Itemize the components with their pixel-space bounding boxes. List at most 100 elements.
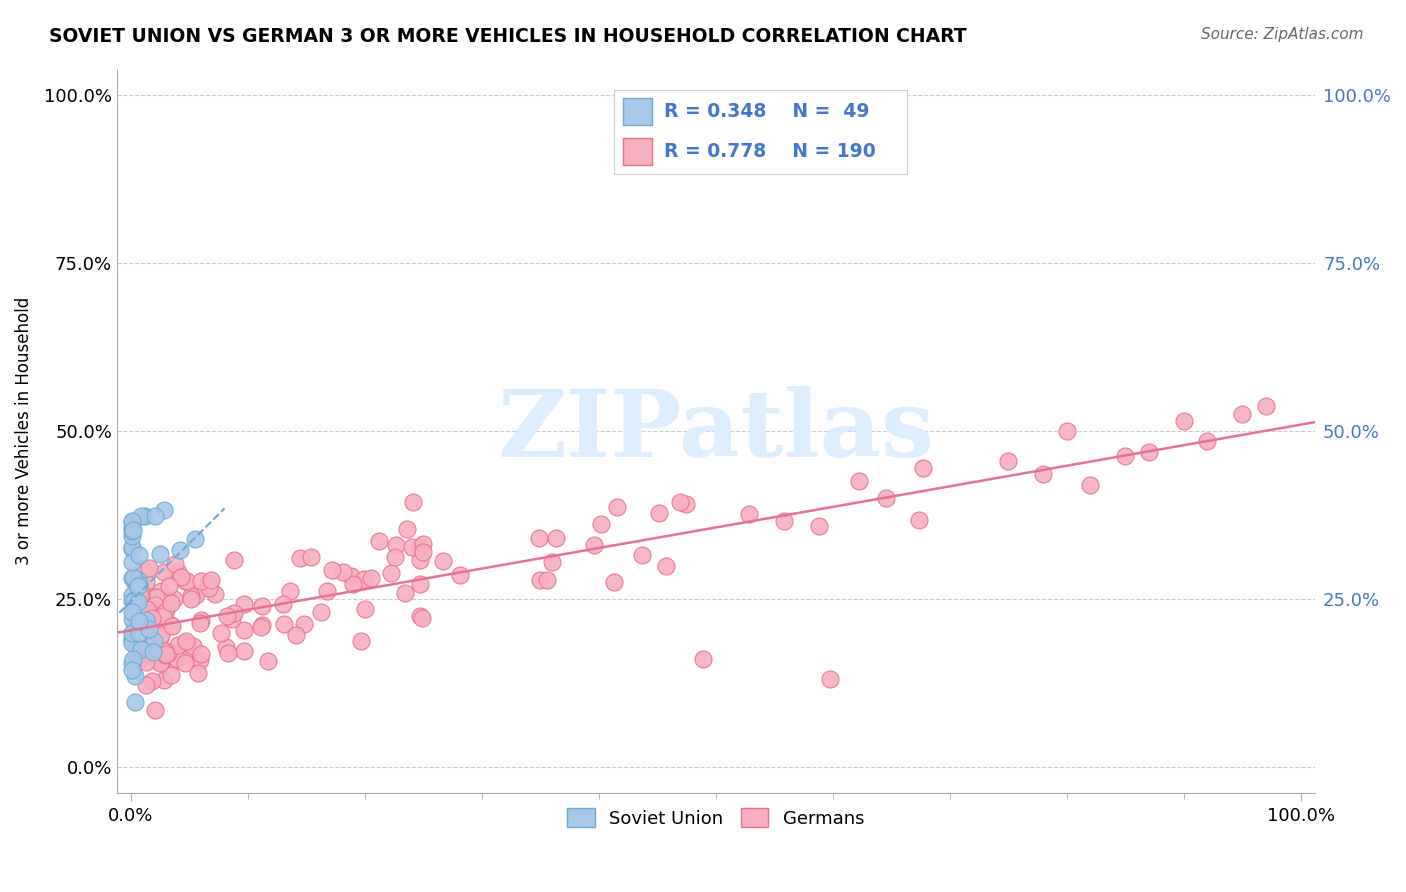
- Point: [250, 599, 273, 613]
- Point: [155, 606, 177, 620]
- Point: [121, 540, 143, 554]
- Point: [121, 524, 143, 539]
- Point: [655, 559, 678, 574]
- Point: [536, 573, 558, 587]
- Point: [353, 572, 375, 586]
- Point: [136, 602, 159, 616]
- Point: [912, 461, 935, 475]
- Point: [138, 622, 160, 636]
- Point: [135, 629, 157, 643]
- Point: [173, 648, 195, 662]
- Point: [128, 598, 150, 612]
- Point: [529, 531, 551, 545]
- Point: [143, 633, 166, 648]
- Point: [233, 644, 256, 658]
- Point: [124, 669, 146, 683]
- Point: [156, 646, 179, 660]
- Point: [232, 597, 254, 611]
- Point: [188, 615, 211, 630]
- Point: [315, 583, 337, 598]
- Point: [1114, 450, 1136, 464]
- Point: [121, 529, 143, 543]
- Point: [122, 607, 145, 622]
- Point: [412, 537, 434, 551]
- Point: [143, 598, 166, 612]
- Point: [288, 551, 311, 566]
- Point: [121, 514, 143, 528]
- Point: [163, 557, 186, 571]
- Point: [292, 617, 315, 632]
- Point: [141, 673, 163, 688]
- Point: [321, 562, 343, 576]
- Point: [174, 636, 197, 650]
- Point: [142, 613, 165, 627]
- Text: ZIPatlas: ZIPatlas: [498, 386, 935, 476]
- Point: [180, 589, 202, 603]
- Point: [169, 543, 191, 558]
- Point: [311, 605, 333, 619]
- Point: [174, 656, 197, 670]
- Point: [332, 565, 354, 579]
- Point: [143, 508, 166, 523]
- Text: Source: ZipAtlas.com: Source: ZipAtlas.com: [1201, 27, 1364, 42]
- Point: [197, 575, 219, 590]
- Point: [122, 613, 145, 627]
- Point: [360, 571, 382, 585]
- Point: [339, 569, 361, 583]
- Point: [198, 581, 221, 595]
- Point: [174, 574, 197, 588]
- Point: [217, 646, 239, 660]
- Point: [127, 620, 149, 634]
- Point: [132, 562, 155, 576]
- Point: [129, 508, 152, 523]
- Point: [450, 568, 472, 582]
- Point: [139, 637, 162, 651]
- Point: [129, 587, 152, 601]
- Point: [128, 615, 150, 629]
- Point: [1197, 434, 1219, 449]
- Point: [541, 555, 564, 569]
- Point: [222, 553, 245, 567]
- Point: [129, 589, 152, 603]
- Point: [160, 644, 183, 658]
- Point: [152, 503, 174, 517]
- Point: [150, 627, 173, 641]
- Point: [149, 656, 172, 670]
- Point: [125, 618, 148, 632]
- Point: [603, 574, 626, 589]
- Point: [145, 652, 167, 666]
- Point: [145, 591, 167, 605]
- Point: [122, 615, 145, 629]
- Point: [134, 647, 156, 661]
- Point: [1032, 467, 1054, 481]
- Point: [125, 574, 148, 589]
- Point: [150, 621, 173, 635]
- Point: [143, 703, 166, 717]
- Point: [163, 592, 186, 607]
- Point: [138, 561, 160, 575]
- Point: [401, 541, 423, 555]
- Point: [818, 672, 841, 686]
- Point: [124, 623, 146, 637]
- Point: [1230, 407, 1253, 421]
- Point: [129, 592, 152, 607]
- Point: [256, 654, 278, 668]
- Point: [808, 519, 831, 533]
- Point: [368, 533, 391, 548]
- Point: [160, 668, 183, 682]
- Point: [692, 652, 714, 666]
- Point: [1137, 445, 1160, 459]
- Point: [190, 574, 212, 588]
- Point: [132, 618, 155, 632]
- Point: [187, 666, 209, 681]
- Point: [250, 620, 273, 634]
- Y-axis label: 3 or more Vehicles in Household: 3 or more Vehicles in Household: [15, 297, 32, 565]
- Point: [546, 531, 568, 545]
- Point: [221, 612, 243, 626]
- Point: [152, 673, 174, 687]
- Point: [122, 574, 145, 588]
- Point: [153, 601, 176, 615]
- Point: [134, 509, 156, 524]
- Point: [128, 626, 150, 640]
- Point: [1254, 399, 1277, 413]
